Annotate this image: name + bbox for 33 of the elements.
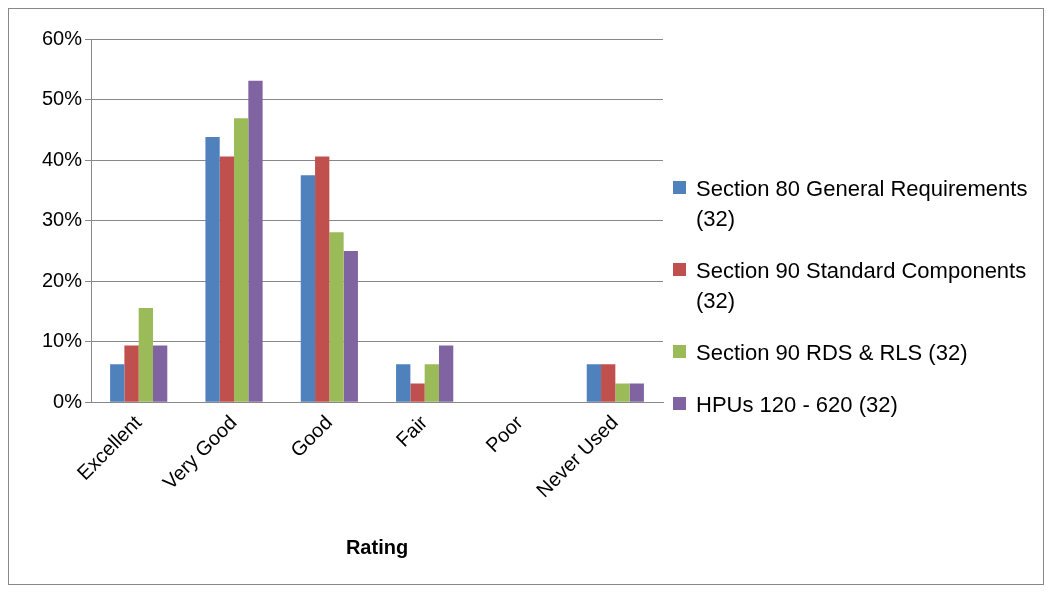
bar bbox=[424, 364, 439, 402]
bar bbox=[410, 383, 425, 402]
bar bbox=[343, 250, 358, 402]
y-tick-label: 50% bbox=[42, 87, 83, 110]
legend-label: Section 90 RDS & RLS (32) bbox=[696, 338, 968, 367]
bar bbox=[152, 345, 168, 402]
bar bbox=[300, 175, 316, 402]
bar bbox=[315, 156, 330, 402]
legend-label: HPUs 120 - 620 (32) bbox=[696, 390, 898, 419]
bar bbox=[629, 383, 644, 402]
bar bbox=[586, 364, 602, 402]
y-tick-label: 40% bbox=[42, 147, 83, 170]
bar bbox=[438, 345, 454, 402]
bar bbox=[234, 118, 249, 402]
bar bbox=[219, 156, 235, 402]
bar bbox=[124, 345, 139, 402]
x-tick-label: Fair bbox=[391, 410, 432, 451]
legend-label: Section 80 General Requirements (32) bbox=[696, 174, 1029, 233]
y-tick-label: 60% bbox=[42, 26, 83, 49]
bar bbox=[601, 364, 616, 402]
bar bbox=[138, 307, 153, 402]
bar bbox=[615, 383, 630, 402]
y-tick-label: 20% bbox=[42, 268, 83, 291]
x-axis-title: Rating bbox=[345, 535, 409, 558]
y-tick-label: 0% bbox=[53, 389, 83, 412]
y-tick-label: 30% bbox=[42, 208, 83, 231]
bar bbox=[329, 232, 344, 402]
bar bbox=[110, 364, 125, 402]
legend-label: Section 90 Standard Components (32) bbox=[696, 256, 1028, 315]
y-tick-label: 10% bbox=[42, 329, 83, 352]
bar bbox=[205, 137, 220, 402]
bar bbox=[396, 364, 411, 402]
bar bbox=[248, 80, 263, 402]
